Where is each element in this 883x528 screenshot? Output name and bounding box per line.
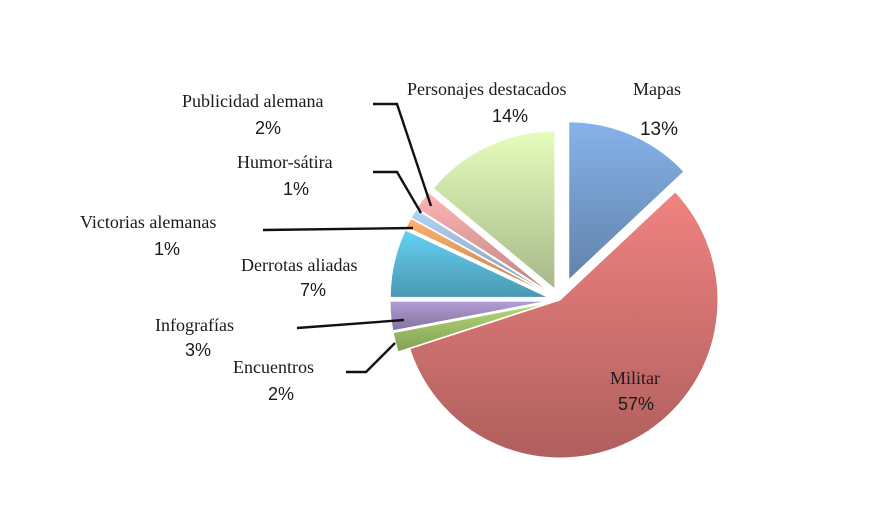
pie-slice-personajes-destacados — [432, 130, 556, 291]
slice-label-victorias: Victorias alemanas — [80, 212, 216, 232]
slice-label-mapas: Mapas — [633, 79, 681, 99]
pie-slice-infografias — [389, 300, 549, 332]
slice-value-humor: 1% — [283, 179, 309, 199]
leader-line-encuentros — [346, 342, 396, 374]
leader-line-publicidad — [373, 102, 433, 207]
slice-value-encuentros: 2% — [268, 384, 294, 404]
slice-value-infografias: 3% — [185, 340, 211, 360]
pie-slice-derrotas-aliadas — [389, 229, 549, 298]
slice-label-publicidad: Publicidad alemana — [182, 91, 323, 111]
slice-value-publicidad: 2% — [255, 118, 281, 138]
pie-slice-mapas — [568, 121, 685, 281]
leader-lines — [262, 102, 433, 374]
slice-label-personajes: Personajes destacados — [407, 79, 566, 99]
pie-slice-militar — [409, 191, 719, 459]
slice-label-infografias: Infografías — [155, 315, 234, 335]
leader-line-humor — [373, 170, 423, 214]
slice-value-derrotas: 7% — [300, 280, 326, 300]
slice-label-humor: Humor-sátira — [237, 152, 333, 172]
leader-line-infografias — [296, 318, 405, 330]
leader-line-victorias — [262, 226, 414, 232]
slice-value-mapas: 13% — [640, 119, 678, 140]
slice-value-personajes: 14% — [492, 106, 528, 126]
slice-labels: Mapas 13% Militar 57% Encuentros 2% Info… — [80, 79, 681, 414]
pie-slice-encuentros — [392, 302, 549, 353]
pie-slice-humor-satira — [410, 208, 550, 295]
slice-label-encuentros: Encuentros — [233, 357, 314, 377]
slice-label-militar: Militar — [610, 368, 660, 388]
slice-label-derrotas: Derrotas aliadas — [241, 255, 357, 275]
slice-value-victorias: 1% — [154, 239, 180, 259]
slice-value-militar: 57% — [618, 394, 654, 414]
pie-slices — [389, 121, 719, 459]
